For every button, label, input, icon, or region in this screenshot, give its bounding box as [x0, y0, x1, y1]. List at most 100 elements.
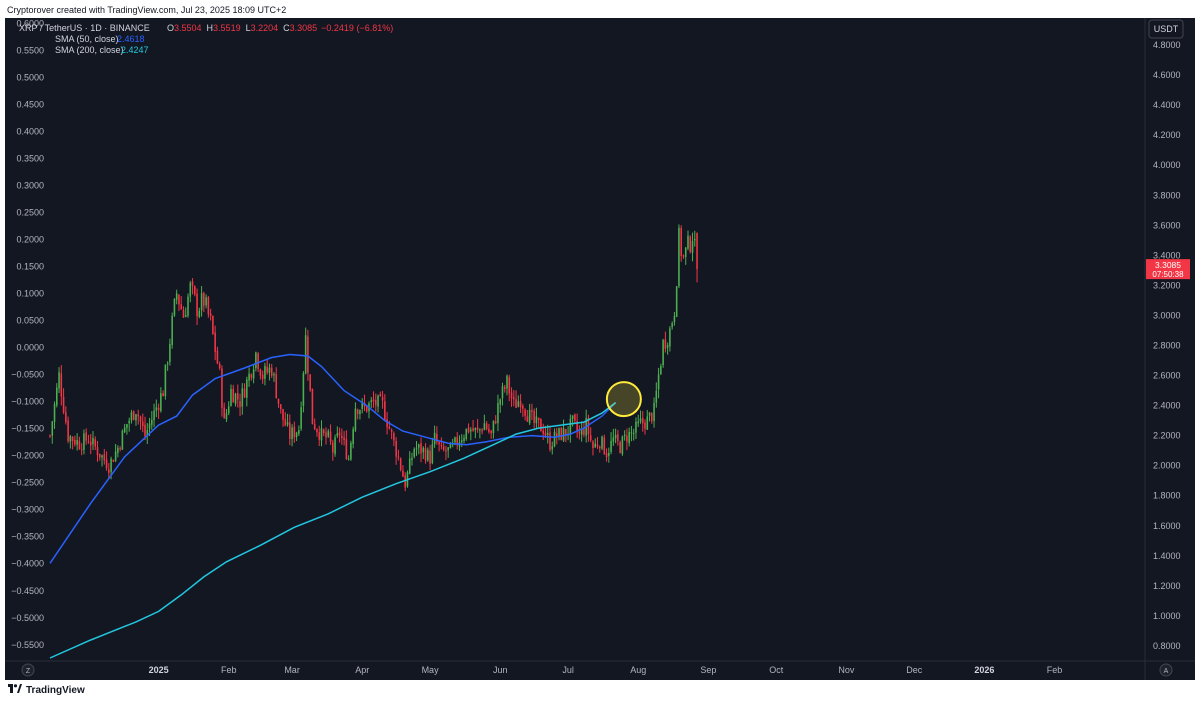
- right-axis-tick-label: 2.2000: [1153, 431, 1181, 441]
- candle-body: [653, 403, 655, 421]
- candle-body: [440, 444, 443, 446]
- candle-body: [225, 413, 228, 420]
- candle-body: [601, 436, 603, 449]
- last-price-box: [1146, 259, 1190, 280]
- candle-body: [632, 432, 635, 434]
- candle-body: [295, 432, 298, 438]
- candle-body: [397, 456, 400, 458]
- candle-body: [408, 458, 411, 474]
- candle-body: [558, 428, 560, 437]
- left-axis-tick-label: 0.4500: [16, 99, 44, 109]
- axis-control-label: Z: [26, 668, 31, 675]
- candle-body: [610, 440, 612, 452]
- right-axis-tick-label: 2.8000: [1153, 341, 1181, 351]
- candle-body: [322, 429, 325, 434]
- right-axis-tick-label: 2.6000: [1153, 371, 1181, 381]
- candle-body: [436, 433, 438, 443]
- candle-body: [612, 437, 615, 442]
- candle-body: [153, 410, 155, 421]
- candle-body: [356, 409, 359, 415]
- candle-body: [354, 408, 357, 431]
- right-axis-tick-label: 0.8000: [1153, 641, 1181, 651]
- candle-body: [596, 444, 599, 447]
- candle-body: [680, 227, 683, 256]
- time-axis-label: Jun: [493, 665, 508, 675]
- candle-body: [83, 433, 85, 450]
- candle-body: [293, 426, 296, 438]
- candle-body: [117, 447, 119, 453]
- left-axis-tick-label: 0.3500: [16, 153, 44, 163]
- candle-body: [209, 313, 212, 316]
- candle-body: [298, 430, 300, 434]
- candle-body: [119, 448, 121, 450]
- last-price-value: 3.3085: [1155, 260, 1181, 270]
- right-axis-tick-label: 4.4000: [1153, 100, 1181, 110]
- candle-body: [384, 401, 386, 421]
- candle-body: [266, 366, 268, 373]
- candle-body: [605, 453, 608, 458]
- candle-body: [623, 434, 626, 437]
- candle-body: [417, 444, 420, 448]
- right-axis-tick-label: 4.2000: [1153, 130, 1181, 140]
- candle-body: [533, 410, 535, 424]
- candle-body: [85, 432, 87, 441]
- candle-body: [377, 395, 379, 407]
- candle-body: [250, 374, 253, 378]
- candle-body: [472, 428, 474, 431]
- candle-body: [549, 432, 551, 450]
- candle-body: [365, 406, 368, 412]
- candle-body: [87, 441, 90, 443]
- candle-body: [646, 416, 649, 430]
- tradingview-brand[interactable]: TradingView: [8, 684, 85, 696]
- candle-body: [74, 439, 76, 445]
- candle-body: [395, 440, 397, 457]
- candle-body: [497, 403, 499, 424]
- candle-body: [227, 406, 230, 414]
- tradingview-brand-label: TradingView: [26, 684, 85, 696]
- candle-body: [347, 458, 350, 460]
- legend-open-key: O: [167, 23, 174, 33]
- candle-body: [313, 423, 316, 430]
- candle-body: [175, 293, 178, 300]
- left-axis-tick-label: 0.5000: [16, 72, 44, 82]
- candle-body: [49, 435, 51, 437]
- candle-body: [332, 442, 334, 453]
- candle-body: [207, 297, 210, 315]
- candle-body: [402, 470, 404, 477]
- candle-body: [257, 353, 259, 370]
- candle-body: [614, 434, 617, 439]
- candle-body: [345, 439, 348, 459]
- candle-body: [255, 352, 257, 369]
- right-axis-tick-label: 1.8000: [1153, 491, 1181, 501]
- currency-badge[interactable]: USDT: [1148, 19, 1184, 39]
- left-axis-tick-label: −0.1500: [11, 424, 44, 434]
- candle-body: [103, 454, 106, 461]
- candle-body: [544, 432, 547, 436]
- sma-line: [49, 402, 617, 659]
- candle-body: [537, 417, 540, 420]
- time-axis-label: Feb: [221, 665, 237, 675]
- candle-body: [273, 373, 275, 376]
- candle-body: [519, 401, 522, 408]
- candle-body: [155, 407, 158, 411]
- highlight-circle: [605, 381, 642, 418]
- candle-body: [270, 367, 273, 376]
- candle-body: [205, 297, 207, 306]
- chart-credit: Cryptorover created with TradingView.com…: [0, 0, 1199, 20]
- candle-body: [422, 447, 425, 453]
- candle-body: [58, 372, 60, 389]
- candle-body: [651, 413, 653, 422]
- left-axis-tick-label: 0.4000: [16, 126, 44, 136]
- candle-body: [470, 429, 472, 432]
- left-axis-tick-label: −0.3000: [11, 505, 44, 515]
- candle-body: [666, 345, 669, 348]
- legend: XRP / TetherUS · 1D · BINANCE O3.5504 H3.…: [19, 23, 393, 55]
- candle-body: [128, 420, 130, 424]
- candle-body: [130, 412, 133, 421]
- candle-body: [551, 446, 554, 450]
- candle-body: [121, 430, 124, 450]
- candle-body: [182, 309, 185, 318]
- candle-body: [576, 421, 578, 432]
- candle-body: [135, 414, 137, 421]
- legend-high-key: H: [207, 23, 214, 33]
